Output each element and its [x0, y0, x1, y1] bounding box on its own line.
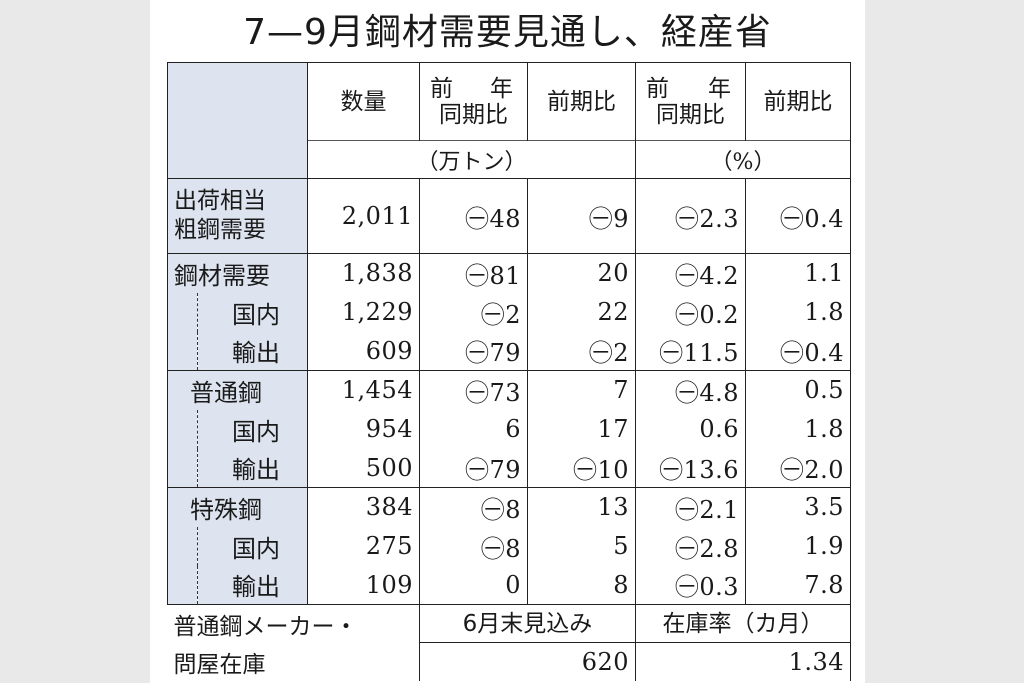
row-label: 輸出 [197, 331, 308, 371]
unit-tons: （万トン） [307, 140, 636, 179]
cell-yoy-pct: ㊀0.2 [635, 292, 746, 332]
cell-qty: 1,454 [307, 370, 420, 410]
group-indent [167, 292, 198, 371]
cell-qoq: 8 [527, 565, 636, 605]
row-label: 国内 [197, 526, 308, 566]
cell-yoy-pct: ㊀2.8 [635, 526, 746, 566]
cell-yoy: ㊀48 [419, 178, 528, 254]
cell-qoq-pct: 1.1 [745, 253, 851, 293]
row-label: 普通鋼 [167, 370, 308, 410]
group-indent [167, 526, 198, 605]
cell-qoq: 22 [527, 292, 636, 332]
table-row: 普通鋼 1,454 ㊀73 7 ㊀4.8 0.5 [167, 370, 851, 410]
cell-qoq: 20 [527, 253, 636, 293]
cell-qty: 1,229 [307, 292, 420, 332]
cell-qoq-pct: ㊀0.4 [745, 178, 851, 254]
inventory-label-1: 普通鋼メーカー・ [173, 613, 358, 640]
steel-demand-table: 数量 前年 同期比 前期比 前年 同期比 前期比 （万トン） （%） 出荷相当 … [167, 62, 851, 681]
cell-qoq: 5 [527, 526, 636, 566]
cell-qoq: 17 [527, 409, 636, 449]
header-qoq-amount: 前期比 [527, 62, 636, 141]
unit-percent: （%） [635, 140, 851, 179]
inventory-forecast-value: 620 [419, 642, 636, 681]
cell-qty: 384 [307, 487, 420, 527]
row-label: 特殊鋼 [167, 487, 308, 527]
cell-qoq-pct: ㊀2.0 [745, 448, 851, 488]
table-row: 特殊鋼 384 ㊀8 13 ㊀2.1 3.5 [167, 487, 851, 527]
cell-qoq-pct: 1.8 [745, 292, 851, 332]
cell-qoq-pct: 1.9 [745, 526, 851, 566]
header-corner [167, 62, 308, 179]
cell-yoy: ㊀8 [419, 487, 528, 527]
table-row: 輸出 109 0 8 ㊀0.3 7.8 [168, 565, 851, 605]
inventory-value-row: 問屋在庫 620 1.34 [168, 642, 851, 681]
header-quantity: 数量 [307, 62, 420, 141]
cell-yoy: ㊀8 [419, 526, 528, 566]
cell-qty: 2,011 [307, 178, 420, 254]
cell-qoq: ㊀9 [527, 178, 636, 254]
table-row: 鋼材需要 1,838 ㊀81 20 ㊀4.2 1.1 [167, 253, 851, 293]
row-label: 輸出 [197, 448, 308, 488]
table-row: 国内 275 ㊀8 5 ㊀2.8 1.9 [167, 526, 851, 605]
cell-yoy: ㊀81 [419, 253, 528, 293]
cell-qoq-pct: ㊀0.4 [745, 331, 851, 371]
cell-qoq: ㊀10 [527, 448, 636, 488]
cell-yoy: ㊀2 [419, 292, 528, 332]
header-yoy-amount: 前年 同期比 [419, 62, 528, 141]
row-label: 輸出 [197, 565, 308, 605]
cell-yoy: 6 [419, 409, 528, 449]
inventory-label-2: 問屋在庫 [173, 651, 266, 678]
cell-qoq-pct: 3.5 [745, 487, 851, 527]
cell-qoq: 7 [527, 370, 636, 410]
row-label: 国内 [197, 292, 308, 332]
cell-yoy-pct: ㊀4.2 [635, 253, 746, 293]
header-yoy-pct: 前年 同期比 [635, 62, 746, 141]
row-label: 鋼材需要 [167, 253, 308, 293]
cell-yoy: ㊀79 [419, 448, 528, 488]
header-row: 数量 前年 同期比 前期比 前年 同期比 前期比 [167, 62, 851, 179]
table-row: 国内 1,229 ㊀2 22 ㊀0.2 1.8 [167, 292, 851, 371]
cell-qty: 1,838 [307, 253, 420, 293]
table-row: 国内 954 6 17 0.6 1.8 [167, 409, 851, 488]
table-row: 輸出 500 ㊀79 ㊀10 ㊀13.6 ㊀2.0 [168, 448, 851, 488]
group-indent [167, 409, 198, 488]
cell-yoy: ㊀79 [419, 331, 528, 371]
inventory-ratio-value: 1.34 [635, 642, 851, 681]
cell-qoq-pct: 1.8 [745, 409, 851, 449]
cell-qoq: 13 [527, 487, 636, 527]
header-qoq-pct: 前期比 [745, 62, 851, 141]
inventory-header-row: 普通鋼メーカー・ 6月末見込み 在庫率（カ月） [168, 604, 851, 643]
table-row: 輸出 609 ㊀79 ㊀2 ㊀11.5 ㊀0.4 [168, 331, 851, 371]
cell-qoq-pct: 7.8 [745, 565, 851, 605]
cell-qty: 109 [307, 565, 420, 605]
inventory-forecast-header: 6月末見込み [419, 604, 636, 643]
cell-yoy-pct: ㊀13.6 [635, 448, 746, 488]
table-row: 出荷相当 粗鋼需要 2,011 ㊀48 ㊀9 ㊀2.3 ㊀0.4 [167, 178, 851, 254]
cell-qty: 609 [307, 331, 420, 371]
cell-yoy: 0 [419, 565, 528, 605]
cell-yoy-pct: ㊀4.8 [635, 370, 746, 410]
cell-yoy: ㊀73 [419, 370, 528, 410]
cell-yoy-pct: ㊀2.3 [635, 178, 746, 254]
cell-qoq-pct: 0.5 [745, 370, 851, 410]
cell-yoy-pct: ㊀2.1 [635, 487, 746, 527]
cell-qty: 954 [307, 409, 420, 449]
cell-yoy-pct: ㊀11.5 [635, 331, 746, 371]
cell-qoq: ㊀2 [527, 331, 636, 371]
cell-qty: 500 [307, 448, 420, 488]
cell-yoy-pct: ㊀0.3 [635, 565, 746, 605]
row-label: 出荷相当 粗鋼需要 [167, 178, 308, 254]
unit-row: （万トン） （%） [168, 140, 851, 179]
page-title: 7—9月鋼材需要見通し、経産省 [243, 12, 772, 53]
cell-yoy-pct: 0.6 [635, 409, 746, 449]
cell-qty: 275 [307, 526, 420, 566]
row-label: 国内 [197, 409, 308, 449]
inventory-ratio-header: 在庫率（カ月） [635, 604, 851, 643]
